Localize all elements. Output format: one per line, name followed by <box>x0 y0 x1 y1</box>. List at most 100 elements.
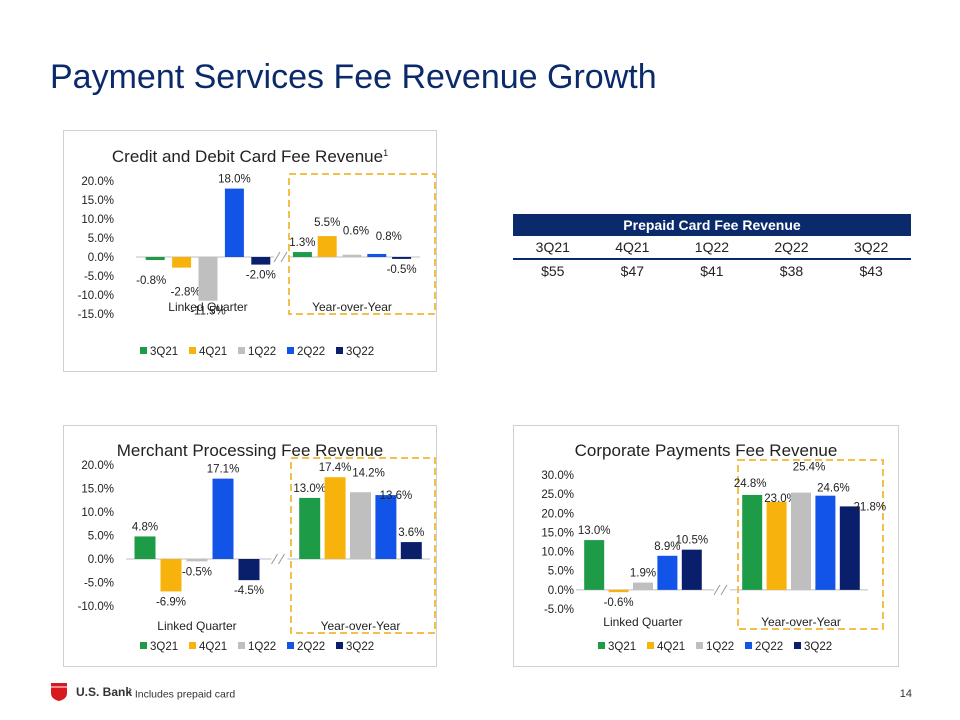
y-tick-label: 5.0% <box>88 531 114 543</box>
y-tick-label: 10.0% <box>81 507 114 519</box>
data-label: 8.9% <box>654 541 680 553</box>
data-label: -2.0% <box>246 270 276 282</box>
bar-4Q21-year-over-year <box>766 501 787 590</box>
y-tick-label: 20.0% <box>81 460 114 472</box>
data-label: 23.0% <box>764 493 797 505</box>
legend-label: 3Q21 <box>150 346 178 358</box>
yoy-highlight-box <box>737 459 884 630</box>
data-label: 18.0% <box>218 174 251 186</box>
y-tick-label: 0.0% <box>88 554 114 566</box>
y-tick-label: 15.0% <box>541 527 574 539</box>
legend-label: 2Q22 <box>297 641 325 653</box>
prepaid-period: 1Q22 <box>672 236 752 260</box>
axis-break-mark <box>720 584 728 596</box>
bar-3Q22-linked-quarter <box>238 559 260 581</box>
legend-swatch <box>287 642 294 649</box>
legend-swatch <box>189 642 196 649</box>
y-tick-label: 25.0% <box>541 489 574 501</box>
prepaid-table-title: Prepaid Card Fee Revenue <box>513 214 911 236</box>
bar-2Q22-linked-quarter <box>224 188 244 257</box>
legend-label: 3Q22 <box>804 641 832 653</box>
data-label: -0.5% <box>387 264 417 276</box>
y-tick-label: -10.0% <box>78 601 114 613</box>
bar-4Q21-linked-quarter <box>172 257 192 268</box>
chart-title: Corporate Payments Fee Revenue <box>575 441 838 460</box>
y-tick-label: 5.0% <box>88 233 114 245</box>
bar-2Q22-year-over-year <box>815 495 836 590</box>
prepaid-period: 3Q21 <box>513 236 593 260</box>
us-bank-logo: U.S. Bank <box>50 682 132 702</box>
chart-svg: Corporate Payments Fee Revenue -5.0% 0.0% 5… <box>541 441 886 653</box>
legend-swatch <box>696 642 703 649</box>
data-label: 3.6% <box>398 527 424 539</box>
bar-3Q21-year-over-year <box>292 252 312 257</box>
legend-label: 1Q22 <box>248 346 276 358</box>
credit-debit-card-chart: Credit and Debit Card Fee Revenue1 -15.0%… <box>63 130 437 372</box>
category-label: Year-over-Year <box>761 615 841 629</box>
legend-label: 2Q22 <box>297 346 325 358</box>
y-tick-label: 5.0% <box>548 566 574 578</box>
bar-3Q21-year-over-year <box>742 494 763 590</box>
bar-3Q22-linked-quarter <box>681 549 702 590</box>
bar-3Q22-linked-quarter <box>251 257 271 265</box>
category-label: Year-over-Year <box>321 619 401 633</box>
data-label: -2.8% <box>171 287 201 299</box>
legend-swatch <box>140 642 147 649</box>
data-label: 5.5% <box>314 217 340 229</box>
y-tick-label: 20.0% <box>541 508 574 520</box>
data-label: 17.4% <box>319 462 352 474</box>
y-tick-label: 10.0% <box>81 214 114 226</box>
category-label: Year-over-Year <box>312 300 392 314</box>
legend-label: 4Q21 <box>199 641 227 653</box>
data-label: -0.8% <box>136 275 166 287</box>
data-label: -0.5% <box>182 566 212 578</box>
legend-label: 4Q21 <box>199 346 227 358</box>
footnote: 1 Includes prepaid card <box>128 688 235 701</box>
bar-4Q21-linked-quarter <box>160 559 182 592</box>
legend-swatch <box>336 642 343 649</box>
legend-label: 3Q22 <box>346 641 374 653</box>
legend-label: 1Q22 <box>248 641 276 653</box>
prepaid-period: 2Q22 <box>751 236 832 260</box>
data-label: -0.6% <box>604 597 634 609</box>
bar-1Q22-linked-quarter <box>186 559 208 562</box>
data-label: 10.5% <box>675 535 708 547</box>
legend-swatch <box>794 642 801 649</box>
prepaid-value: $55 <box>541 263 565 279</box>
data-label: 13.0% <box>578 525 611 537</box>
data-label: -11.5% <box>190 306 226 318</box>
y-tick-label: 20.0% <box>81 176 114 188</box>
bar-2Q22-year-over-year <box>367 253 387 257</box>
prepaid-period: 4Q21 <box>592 236 673 260</box>
data-label: 13.0% <box>293 483 326 495</box>
legend-swatch <box>140 347 147 354</box>
category-label: Linked Quarter <box>603 615 682 629</box>
legend-swatch <box>745 642 752 649</box>
bar-1Q22-linked-quarter <box>198 257 218 301</box>
legend-label: 3Q21 <box>150 641 178 653</box>
y-tick-label: 30.0% <box>541 470 574 482</box>
legend-label: 3Q21 <box>608 641 636 653</box>
data-label: 1.9% <box>630 568 656 580</box>
legend-label: 1Q22 <box>706 641 734 653</box>
bar-3Q22-year-over-year <box>839 506 860 590</box>
legend-swatch <box>189 347 196 354</box>
logo-text: U.S. Bank <box>76 685 133 699</box>
prepaid-value: $38 <box>779 263 804 279</box>
chart-title: Credit and Debit Card Fee Revenue1 <box>112 147 388 166</box>
footnote-text: Includes prepaid card <box>134 688 236 701</box>
data-label: 17.1% <box>207 464 240 476</box>
data-label: 25.4% <box>793 462 826 474</box>
bar-4Q21-year-over-year <box>324 477 346 559</box>
category-label: Linked Quarter <box>157 619 236 633</box>
chart-title: Merchant Processing Fee Revenue <box>117 441 383 460</box>
bar-2Q22-linked-quarter <box>657 555 678 590</box>
bar-1Q22-year-over-year <box>342 254 362 257</box>
y-tick-label: 0.0% <box>548 585 574 597</box>
legend-label: 3Q22 <box>346 346 374 358</box>
y-tick-label: -5.0% <box>84 578 114 590</box>
bar-3Q22-year-over-year <box>392 257 412 259</box>
axis-break-mark <box>280 251 288 263</box>
legend-swatch <box>238 642 245 649</box>
prepaid-value: $43 <box>859 263 883 279</box>
